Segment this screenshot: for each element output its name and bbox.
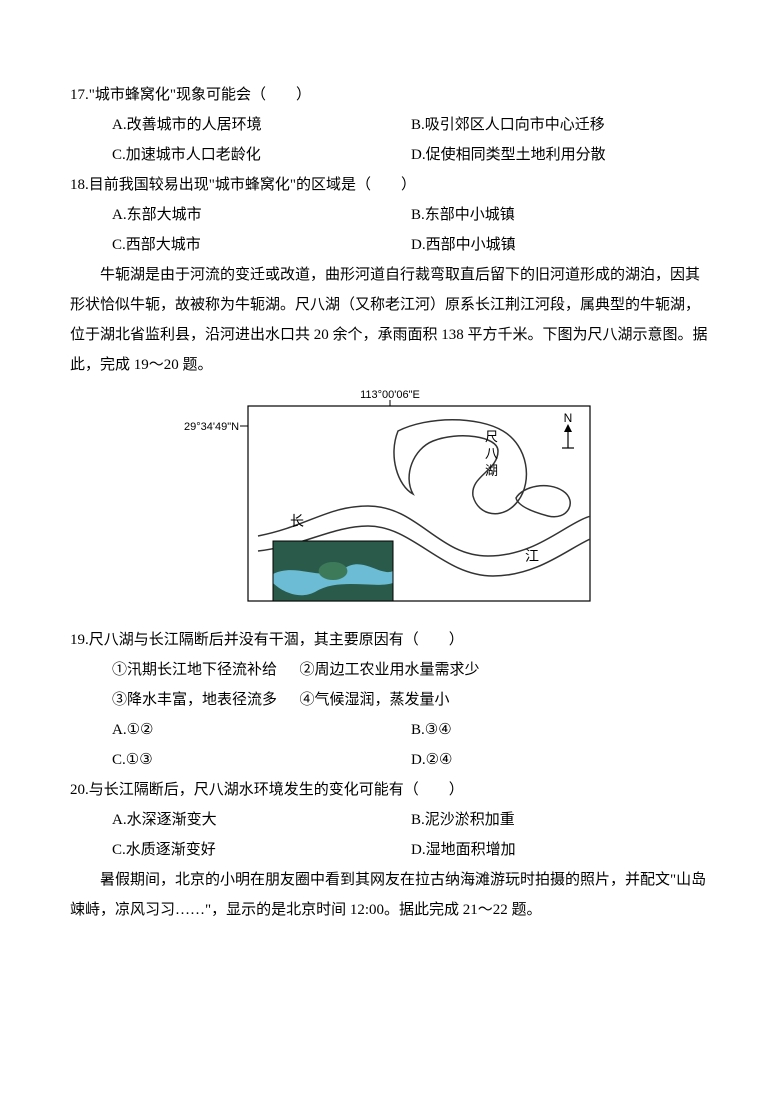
passage-oxbow-lake: 牛轭湖是由于河流的变迁或改道，曲形河道自行裁弯取直后留下的旧河道形成的湖泊，因其…: [70, 260, 710, 380]
svg-text:N: N: [564, 411, 573, 425]
q19-options-row2: C.①③ D.②④: [70, 745, 710, 775]
q18-opt-b: B.东部中小城镇: [411, 200, 710, 230]
q19-items-row1: ①汛期长江地下径流补给 ②周边工农业用水量需求少: [70, 655, 710, 685]
label-hu: 湖: [485, 463, 498, 478]
q19-opt-c: C.①③: [112, 745, 411, 775]
q20-opt-a: A.水深逐渐变大: [112, 805, 411, 835]
q18-opt-c: C.西部大城市: [112, 230, 411, 260]
inset-satellite-image: [273, 541, 393, 601]
q19-number: 19.: [70, 625, 89, 655]
q20-opt-c: C.水质逐渐变好: [112, 835, 411, 865]
q20-opt-b: B.泥沙淤积加重: [411, 805, 710, 835]
label-ba: 八: [485, 446, 498, 461]
exam-page: 17. "城市蜂窝化"现象可能会（ ） A.改善城市的人居环境 B.吸引郊区人口…: [0, 0, 780, 1103]
q19-item1: ①汛期长江地下径流补给: [112, 662, 277, 678]
q19-items-row2: ③降水丰富，地表径流多 ④气候湿润，蒸发量小: [70, 685, 710, 715]
passage2-text: 暑假期间，北京的小明在朋友圈中看到其网友在拉古纳海滩游玩时拍摄的照片，并配文"山…: [70, 872, 706, 918]
q17-opt-c: C.加速城市人口老龄化: [112, 140, 411, 170]
q20: 20. 与长江隔断后，尺八湖水环境发生的变化可能有（ ）: [70, 775, 710, 805]
q17: 17. "城市蜂窝化"现象可能会（ ）: [70, 80, 710, 110]
q17-opt-d: D.促使相同类型土地利用分散: [411, 140, 710, 170]
q19-opt-b: B.③④: [411, 715, 710, 745]
q20-stem: 与长江隔断后，尺八湖水环境发生的变化可能有（ ）: [89, 775, 710, 805]
q18-options-row2: C.西部大城市 D.西部中小城镇: [70, 230, 710, 260]
q19-stem: 尺八湖与长江隔断后并没有干涸，其主要原因有（ ）: [89, 625, 710, 655]
label-jiang: 江: [525, 549, 539, 565]
q18: 18. 目前我国较易出现"城市蜂窝化"的区域是（ ）: [70, 170, 710, 200]
q17-options-row2: C.加速城市人口老龄化 D.促使相同类型土地利用分散: [70, 140, 710, 170]
longitude-label: 113°00'06"E: [360, 389, 420, 401]
compass-icon: N: [562, 411, 574, 448]
q18-number: 18.: [70, 170, 89, 200]
q19-item2: ②周边工农业用水量需求少: [300, 662, 480, 678]
q17-number: 17.: [70, 80, 89, 110]
label-chi: 尺: [485, 429, 498, 444]
inset-land: [319, 562, 348, 580]
q19-opt-a: A.①②: [112, 715, 411, 745]
passage1-text: 牛轭湖是由于河流的变迁或改道，曲形河道自行裁弯取直后留下的旧河道形成的湖泊，因其…: [70, 267, 708, 373]
chiba-lake-channel: [516, 486, 570, 517]
q17-stem: "城市蜂窝化"现象可能会（ ）: [89, 80, 710, 110]
q17-opt-a: A.改善城市的人居环境: [112, 110, 411, 140]
q18-opt-a: A.东部大城市: [112, 200, 411, 230]
map-figure-wrap: 113°00'06"E 29°34'49"N N: [70, 386, 710, 617]
q18-options-row1: A.东部大城市 B.东部中小城镇: [70, 200, 710, 230]
q18-stem: 目前我国较易出现"城市蜂窝化"的区域是（ ）: [89, 170, 710, 200]
q18-opt-d: D.西部中小城镇: [411, 230, 710, 260]
chiba-lake-map: 113°00'06"E 29°34'49"N N: [180, 386, 600, 606]
q17-options-row1: A.改善城市的人居环境 B.吸引郊区人口向市中心迁移: [70, 110, 710, 140]
q20-options-row2: C.水质逐渐变好 D.湿地面积增加: [70, 835, 710, 865]
q20-options-row1: A.水深逐渐变大 B.泥沙淤积加重: [70, 805, 710, 835]
q20-opt-d: D.湿地面积增加: [411, 835, 710, 865]
passage-laguna: 暑假期间，北京的小明在朋友圈中看到其网友在拉古纳海滩游玩时拍摄的照片，并配文"山…: [70, 865, 710, 925]
q19-options-row1: A.①② B.③④: [70, 715, 710, 745]
q19-opt-d: D.②④: [411, 745, 710, 775]
q19-item3: ③降水丰富，地表径流多: [112, 692, 277, 708]
label-chang: 长: [290, 514, 304, 530]
q20-number: 20.: [70, 775, 89, 805]
chiba-lake-outline: [394, 420, 526, 514]
q19: 19. 尺八湖与长江隔断后并没有干涸，其主要原因有（ ）: [70, 625, 710, 655]
q17-opt-b: B.吸引郊区人口向市中心迁移: [411, 110, 710, 140]
q19-item4: ④气候湿润，蒸发量小: [300, 692, 450, 708]
latitude-label: 29°34'49"N: [184, 421, 239, 433]
